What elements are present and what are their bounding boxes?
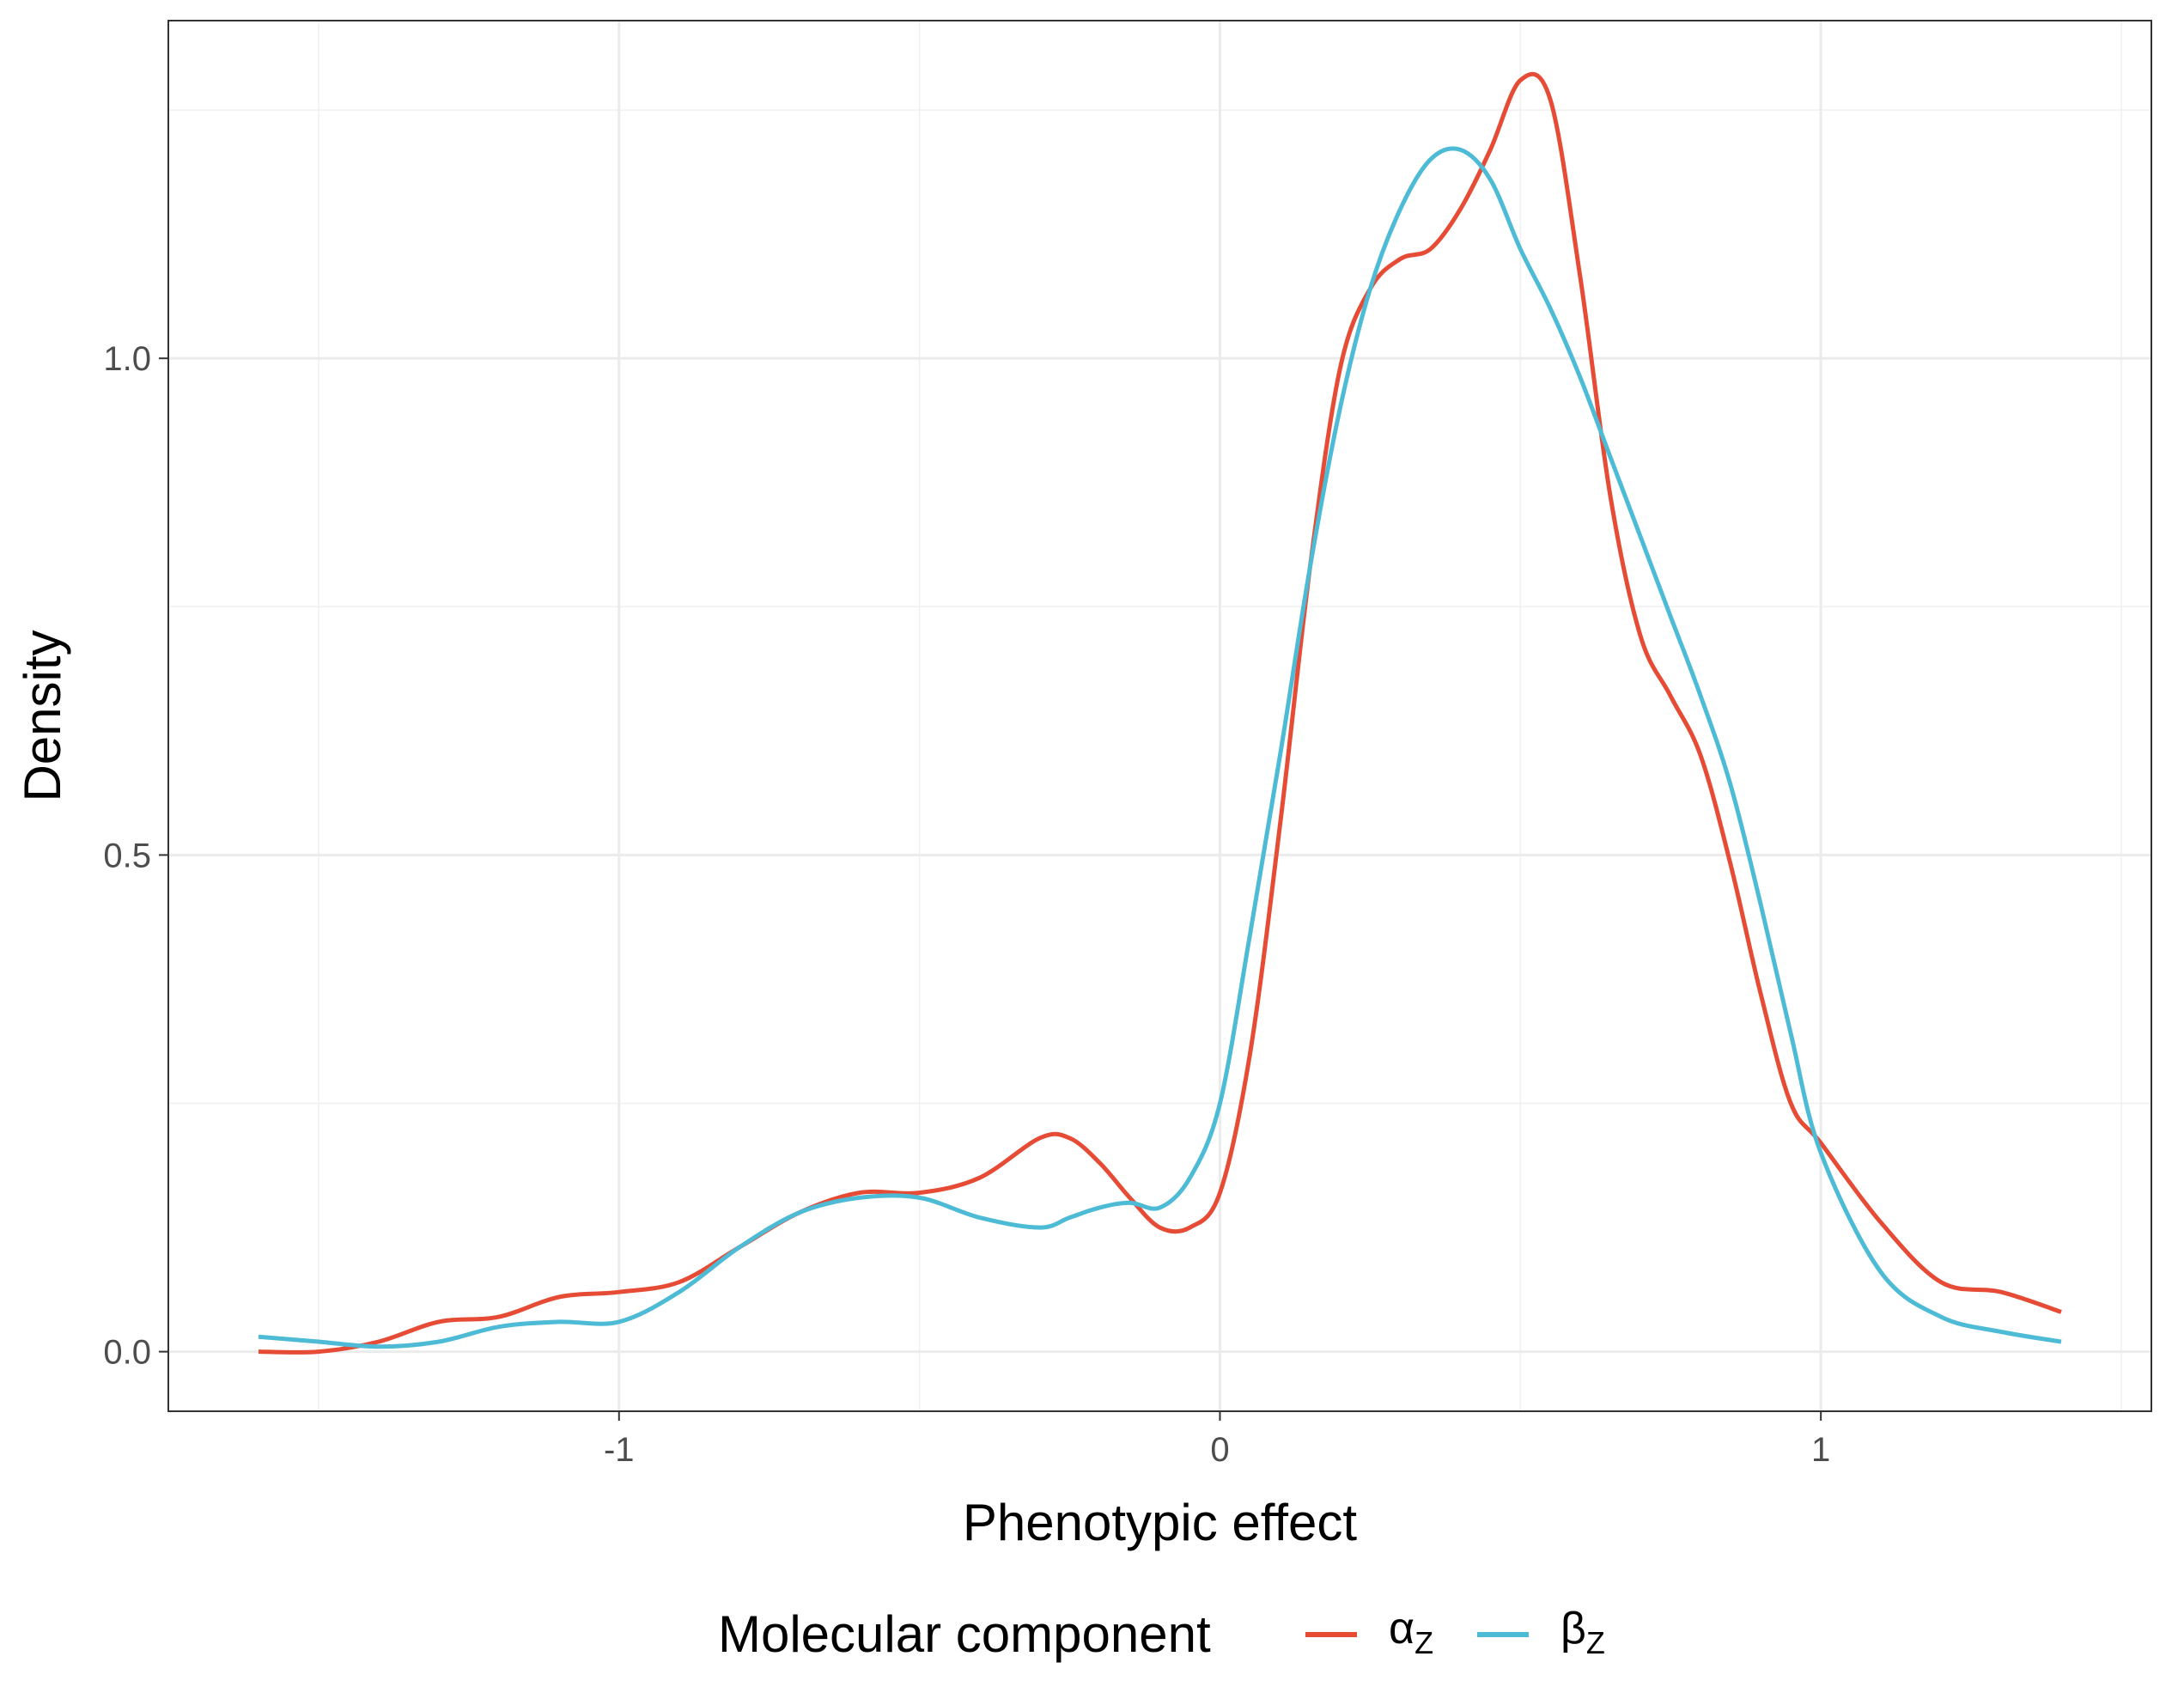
y-axis-title: Density [14,630,71,801]
x-tick-label-0: -1 [604,1431,635,1469]
y-tick-label-0: 0.0 [103,1334,151,1372]
legend-label-alpha-z: αZ [1389,1604,1433,1660]
y-tick-label-1: 0.5 [103,837,151,874]
x-axis-title: Phenotypic effect [963,1494,1358,1551]
legend-label-beta-z: βZ [1560,1604,1605,1660]
x-axis-ticks: -1 0 1 [604,1411,1830,1469]
series-line-beta-z [258,146,2062,1349]
x-tick-label-1: 0 [1210,1431,1229,1469]
x-tick-label-2: 1 [1811,1431,1830,1469]
plot-panel-border [167,20,2152,1412]
y-tick-label-2: 1.0 [103,340,151,378]
major-gridlines [168,21,2151,1411]
legend-title: Molecular component [718,1605,1211,1663]
legend: Molecular component αZ βZ [718,1604,1605,1663]
series-layer [258,71,2062,1355]
y-axis-ticks: 0.0 0.5 1.0 [103,340,168,1372]
